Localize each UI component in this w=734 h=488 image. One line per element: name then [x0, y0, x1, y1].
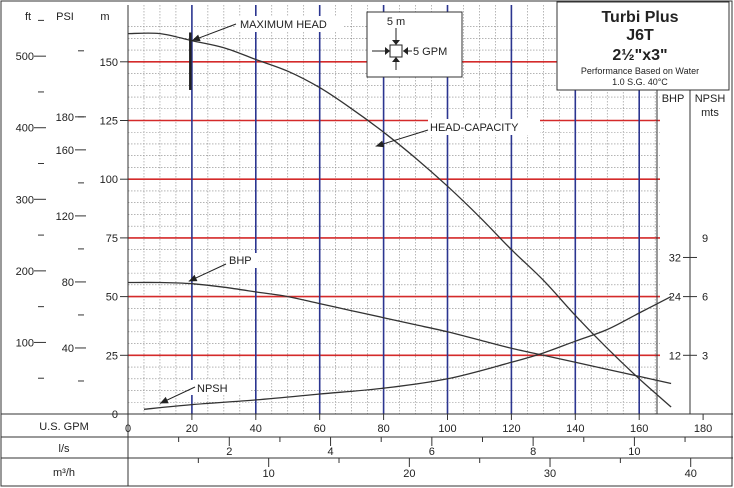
ls-tick-label: 2: [226, 446, 232, 458]
arrow-down-icon: [392, 40, 400, 45]
gpm-tick-label: 0: [125, 423, 131, 435]
npsh-tick-label: 3: [702, 350, 708, 362]
chart-grid: [128, 5, 660, 414]
psi-tick-label: 160: [56, 145, 74, 157]
scale-legend-flow: 5 GPM: [413, 46, 447, 58]
max-head-arrow-icon: [191, 34, 201, 42]
curve-annotations: MAXIMUM HEAD HEAD-CAPACITY BHP NPSH: [159, 16, 540, 404]
m3h-axis-label: m³/h: [53, 467, 75, 479]
npsh-axis-unit: mts: [701, 107, 719, 119]
psi-tick-label: 120: [56, 211, 74, 223]
max-head-label-bg: [236, 16, 344, 32]
brand-title: Turbi Plus: [601, 9, 678, 26]
gpm-axis-label: U.S. GPM: [39, 421, 89, 433]
ft-tick-label: 200: [16, 266, 34, 278]
curve-npsh: [143, 296, 672, 410]
ls-tick-label: 8: [530, 446, 536, 458]
gpm-tick-label: 40: [250, 423, 262, 435]
ft-tick-label: 400: [16, 123, 34, 135]
head-capacity-leader: [375, 129, 429, 147]
head-capacity-label-bg: [428, 119, 540, 135]
m-tick-label: 0: [112, 409, 118, 421]
m-tick-label: 25: [106, 350, 118, 362]
ls-axis-label: l/s: [59, 443, 71, 455]
bhp-label-bg: [226, 253, 258, 268]
pump-size: 2½"x3": [612, 47, 667, 64]
m-tick-label: 50: [106, 292, 118, 304]
ft-axis-label: ft: [25, 11, 31, 23]
bhp-label: BHP: [229, 255, 252, 267]
npsh-tick-label: 6: [702, 292, 708, 304]
m-tick-label: 100: [100, 174, 118, 186]
npsh-axis-label: NPSH: [695, 93, 726, 105]
m-axis-label: m: [100, 11, 109, 23]
gpm-tick-label: 20: [186, 423, 198, 435]
max-head-label: MAXIMUM HEAD: [240, 19, 327, 31]
gpm-tick-label: 60: [314, 423, 326, 435]
arrow-left-head-icon: [403, 47, 408, 55]
arrow-right-head-icon: [385, 47, 390, 55]
scale-legend-box: [366, 11, 463, 78]
scale-legend: 5 m 5 GPM: [366, 11, 463, 78]
curve-bhp: [127, 281, 672, 385]
psi-tick-label: 80: [62, 277, 74, 289]
title-box: [556, 1, 730, 91]
npsh-tick-label: 9: [702, 233, 708, 245]
psi-tick-label: 40: [62, 343, 74, 355]
psi-axis-label: PSI: [56, 11, 74, 23]
scale-legend-head: 5 m: [387, 16, 405, 28]
chart-axes: ft PSI m1002003004005004080120160180025507…: [16, 11, 726, 480]
gpm-tick-label: 80: [377, 423, 389, 435]
m3h-tick-label: 10: [263, 468, 275, 480]
ft-tick-label: 300: [16, 194, 34, 206]
m-tick-label: 75: [106, 233, 118, 245]
fluid-note: 1.0 S.G. 40°C: [612, 77, 668, 87]
title-block: Turbi Plus J6T 2½"x3" Performance Based …: [556, 1, 730, 91]
ft-tick-label: 100: [16, 337, 34, 349]
bhp-tick-label: 32: [669, 252, 681, 264]
gpm-tick-label: 120: [502, 423, 520, 435]
m-tick-label: 125: [100, 116, 118, 128]
ls-tick-label: 10: [628, 446, 640, 458]
gpm-tick-label: 140: [566, 423, 584, 435]
head-capacity-label: HEAD-CAPACITY: [430, 122, 519, 134]
performance-note: Performance Based on Water: [581, 66, 699, 76]
ls-tick-label: 4: [328, 446, 334, 458]
scale-legend-square: [389, 44, 403, 58]
m-tick-label: 150: [100, 57, 118, 69]
psi-tick-label: 180: [56, 112, 74, 124]
ls-tick-label: 6: [429, 446, 435, 458]
head-capacity-arrow-icon: [375, 140, 385, 148]
npsh-label: NPSH: [197, 383, 228, 395]
npsh-arrow-icon: [159, 396, 169, 404]
bhp-tick-label: 24: [669, 292, 681, 304]
m3h-tick-label: 40: [685, 468, 697, 480]
bhp-tick-label: 12: [669, 350, 681, 362]
m3h-tick-label: 20: [403, 468, 415, 480]
gpm-tick-label: 180: [694, 423, 712, 435]
gpm-tick-label: 160: [630, 423, 648, 435]
arrow-up-head-icon: [392, 57, 400, 62]
gpm-tick-label: 100: [438, 423, 456, 435]
performance-curves: [127, 32, 672, 410]
bhp-axis-label: BHP: [662, 93, 685, 105]
ft-tick-label: 500: [16, 51, 34, 63]
bhp-arrow-icon: [188, 274, 198, 282]
curve-head-capacity: [127, 32, 672, 408]
m3h-tick-label: 30: [544, 468, 556, 480]
npsh-label-bg: [190, 380, 250, 395]
model-name: J6T: [626, 27, 654, 44]
